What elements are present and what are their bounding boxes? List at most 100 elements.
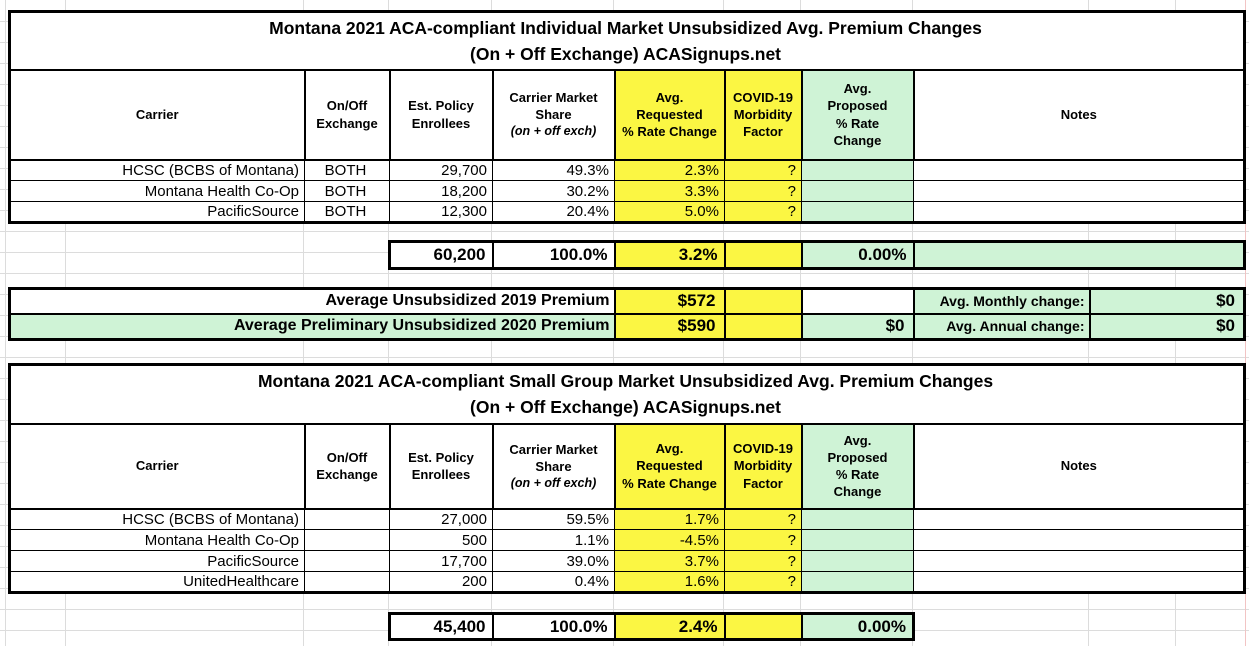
cell-proposed-rate[interactable] [801,571,914,593]
summary-2020-proposed[interactable]: $0 [800,312,915,341]
cell-carrier[interactable]: Montana Health Co-Op [9,180,305,202]
total-requested-rate[interactable]: 3.2% [613,240,726,270]
cell-market-share[interactable]: 20.4% [492,201,615,223]
cell-enrollees[interactable]: 17,700 [389,550,493,572]
total-market-share[interactable]: 100.0% [491,612,616,641]
summary-monthly-change-label[interactable]: Avg. Monthly change: [912,287,1091,315]
header-cell-notes[interactable]: Notes [912,68,1246,161]
cell-requested-rate[interactable]: 1.6% [614,571,725,593]
header-cell-proposed-rate[interactable]: Avg. Proposed % Rate Change [800,68,915,161]
header-cell-requested-rate[interactable]: Avg. Requested % Rate Change [613,422,726,510]
market-share-subnote: (on + off exch) [510,475,597,490]
header-cell-exchange[interactable]: On/Off Exchange [303,422,391,510]
summary-2020-premium[interactable]: $590 [613,312,726,341]
cell-notes[interactable] [912,201,1246,223]
cell-enrollees[interactable]: 18,200 [389,180,493,202]
cell-carrier[interactable]: UnitedHealthcare [9,571,305,593]
summary-2019-premium[interactable]: $572 [613,287,726,315]
cell-carrier[interactable]: PacificSource [9,201,305,223]
cell-covid-factor[interactable]: ? [724,159,802,181]
total-market-share[interactable]: 100.0% [491,240,616,270]
summary-2019-covid[interactable] [723,287,803,315]
cell-requested-rate[interactable]: 5.0% [614,201,725,223]
cell-enrollees[interactable]: 27,000 [389,508,493,530]
total-requested-rate[interactable]: 2.4% [613,612,726,641]
cell-notes[interactable] [912,159,1246,181]
summary-annual-change-label[interactable]: Avg. Annual change: [912,312,1091,341]
individual-market-title[interactable]: Montana 2021 ACA-compliant Individual Ma… [8,10,1246,71]
cell-requested-rate[interactable]: 3.3% [614,180,725,202]
total-covid-factor[interactable] [723,612,803,641]
cell-proposed-rate[interactable] [801,508,914,530]
cell-enrollees[interactable]: 29,700 [389,159,493,181]
cell-notes[interactable] [912,529,1246,551]
cell-covid-factor[interactable]: ? [724,201,802,223]
cell-proposed-rate[interactable] [801,180,914,202]
header-cell-notes[interactable]: Notes [912,422,1246,510]
cell-requested-rate[interactable]: -4.5% [614,529,725,551]
cell-covid-factor[interactable]: ? [724,180,802,202]
summary-2019-proposed[interactable] [800,287,915,315]
cell-carrier[interactable]: PacificSource [9,550,305,572]
cell-requested-rate[interactable]: 2.3% [614,159,725,181]
cell-notes[interactable] [912,508,1246,530]
header-cell-requested-rate[interactable]: Avg. Requested % Rate Change [613,68,726,161]
header-cell-market-share[interactable]: Carrier Market Share (on + off exch) [491,422,616,510]
cell-market-share[interactable]: 1.1% [492,529,615,551]
cell-market-share[interactable]: 39.0% [492,550,615,572]
cell-requested-rate[interactable]: 3.7% [614,550,725,572]
cell-notes[interactable] [912,180,1246,202]
header-cell-enrollees[interactable]: Est. Policy Enrollees [388,422,494,510]
total-enrollees[interactable]: 45,400 [388,612,494,641]
cell-notes[interactable] [912,550,1246,572]
cell-proposed-rate[interactable] [801,201,914,223]
header-cell-covid-factor[interactable]: COVID-19 Morbidity Factor [723,422,803,510]
summary-2019-label[interactable]: Average Unsubsidized 2019 Premium [8,287,616,315]
header-cell-covid-factor[interactable]: COVID-19 Morbidity Factor [723,68,803,161]
cell-covid-factor[interactable]: ? [724,508,802,530]
cell-carrier[interactable]: HCSC (BCBS of Montana) [9,508,305,530]
summary-2020-label[interactable]: Average Preliminary Unsubsidized 2020 Pr… [8,312,616,341]
cell-enrollees[interactable]: 200 [389,571,493,593]
header-cell-proposed-rate[interactable]: Avg. Proposed % Rate Change [800,422,915,510]
cell-market-share[interactable]: 30.2% [492,180,615,202]
cell-market-share[interactable]: 59.5% [492,508,615,530]
header-cell-market-share[interactable]: Carrier Market Share (on + off exch) [491,68,616,161]
cell-enrollees[interactable]: 500 [389,529,493,551]
header-cell-carrier[interactable]: Carrier [8,422,306,510]
cell-covid-factor[interactable]: ? [724,571,802,593]
cell-enrollees[interactable]: 12,300 [389,201,493,223]
cell-proposed-rate[interactable] [801,550,914,572]
cell-covid-factor[interactable]: ? [724,550,802,572]
cell-exchange[interactable] [304,508,390,530]
cell-requested-rate[interactable]: 1.7% [614,508,725,530]
gridline [0,609,1249,610]
summary-2020-covid[interactable] [723,312,803,341]
cell-proposed-rate[interactable] [801,159,914,181]
cell-exchange[interactable]: BOTH [304,159,390,181]
cell-market-share[interactable]: 49.3% [492,159,615,181]
cell-market-share[interactable]: 0.4% [492,571,615,593]
total-covid-factor[interactable] [723,240,803,270]
header-cell-exchange[interactable]: On/Off Exchange [303,68,391,161]
summary-monthly-change-value[interactable]: $0 [1088,287,1246,315]
cell-exchange[interactable]: BOTH [304,201,390,223]
header-cell-carrier[interactable]: Carrier [8,68,306,161]
header-cell-enrollees[interactable]: Est. Policy Enrollees [388,68,494,161]
cell-carrier[interactable]: HCSC (BCBS of Montana) [9,159,305,181]
cell-exchange[interactable] [304,550,390,572]
cell-exchange[interactable] [304,529,390,551]
cell-proposed-rate[interactable] [801,529,914,551]
small-group-title[interactable]: Montana 2021 ACA-compliant Small Group M… [8,363,1246,425]
total-proposed-rate[interactable]: 0.00% [800,240,915,270]
cell-notes[interactable] [912,571,1246,593]
cell-covid-factor[interactable]: ? [724,529,802,551]
cell-exchange[interactable] [304,571,390,593]
cell-exchange[interactable]: BOTH [304,180,390,202]
cell-carrier[interactable]: Montana Health Co-Op [9,529,305,551]
summary-annual-change-value[interactable]: $0 [1088,312,1246,341]
total-enrollees[interactable]: 60,200 [388,240,494,270]
gridline [0,231,1249,232]
total-proposed-rate[interactable]: 0.00% [800,612,915,641]
total-notes[interactable] [912,240,1246,270]
